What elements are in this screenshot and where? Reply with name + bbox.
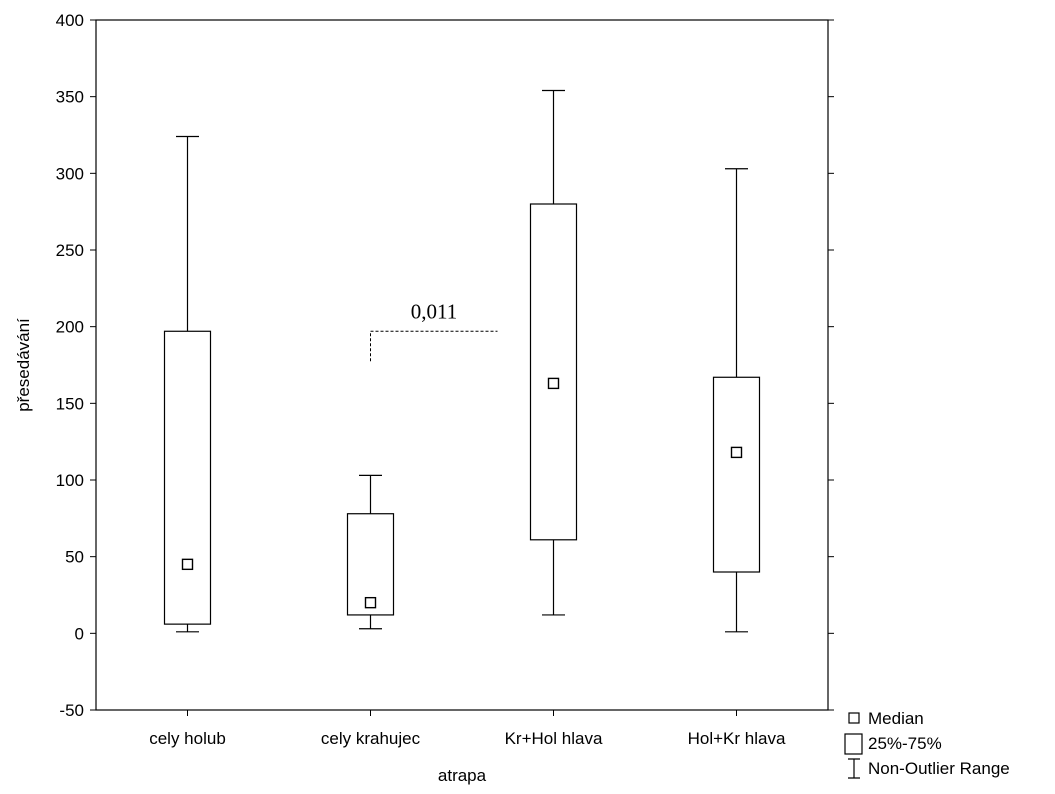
legend-label: Non-Outlier Range — [868, 759, 1010, 778]
plot-frame — [95, 19, 829, 711]
legend-box-symbol — [844, 733, 863, 755]
y-tick-label: 100 — [56, 471, 84, 490]
y-tick-label: -50 — [59, 701, 84, 720]
median-marker — [730, 446, 743, 459]
x-axis-title: atrapa — [438, 766, 487, 785]
iqr-box — [712, 376, 761, 573]
y-tick-label: 0 — [75, 624, 84, 643]
significance-bracket — [370, 330, 498, 362]
legend-label: Median — [868, 709, 924, 728]
box-group — [529, 89, 578, 616]
legend-median-symbol — [848, 712, 860, 724]
y-tick-label: 300 — [56, 164, 84, 183]
x-tick-label: Kr+Hol hlava — [505, 729, 603, 748]
median-marker — [547, 377, 560, 390]
legend-whisker-symbol — [848, 758, 860, 779]
x-tick-label: cely holub — [149, 729, 226, 748]
box-series — [163, 89, 761, 633]
box-group — [163, 135, 212, 633]
x-axis: cely holub cely krahujec Kr+Hol hlava Hol+K… — [149, 710, 786, 748]
significance-label: 0,011 — [411, 299, 457, 323]
legend-label: 25%-75% — [868, 734, 942, 753]
x-tick-label: Hol+Kr hlava — [688, 729, 786, 748]
median-marker — [364, 596, 377, 609]
y-tick-label: 50 — [65, 548, 84, 567]
x-tick-label: cely krahujec — [321, 729, 421, 748]
y-tick-label: 150 — [56, 394, 84, 413]
y-tick-label: 200 — [56, 318, 84, 337]
median-marker — [181, 558, 194, 571]
y-tick-label: 350 — [56, 88, 84, 107]
box-group — [346, 474, 395, 630]
iqr-box — [529, 203, 578, 541]
legend: Median 25%-75% Non-Outlier Range — [844, 709, 1010, 779]
box-group — [712, 168, 761, 633]
significance-annotation: 0,011 — [370, 299, 498, 362]
y-tick-label: 400 — [56, 11, 84, 30]
y-tick-label: 250 — [56, 241, 84, 260]
iqr-box — [163, 330, 212, 625]
y-axis-title: přesedávání — [14, 318, 33, 412]
y-axis: -50 0 50 100 150 200 250 300 350 400 — [56, 11, 834, 720]
